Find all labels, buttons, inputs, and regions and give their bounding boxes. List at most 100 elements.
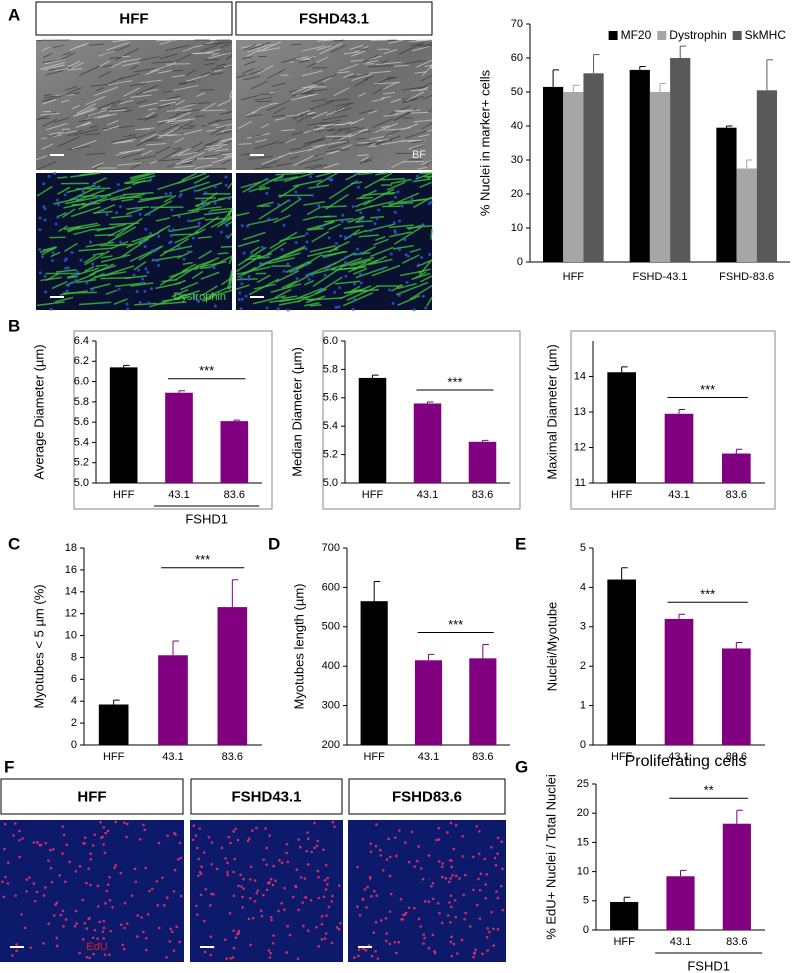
texture xyxy=(330,900,334,903)
y-tick-label: 25 xyxy=(577,778,589,790)
texture xyxy=(378,848,382,852)
texture xyxy=(105,889,109,893)
texture xyxy=(136,116,157,121)
texture xyxy=(143,289,147,293)
texture xyxy=(301,45,326,52)
texture xyxy=(201,204,205,208)
x-tick-label: HFF xyxy=(611,751,633,763)
texture xyxy=(306,206,322,216)
texture xyxy=(213,201,217,205)
texture xyxy=(405,280,409,284)
texture xyxy=(113,866,116,870)
texture xyxy=(496,928,500,931)
legend-swatch xyxy=(608,31,618,40)
texture xyxy=(49,867,53,870)
texture xyxy=(73,924,77,928)
texture xyxy=(274,117,286,121)
texture xyxy=(61,909,65,913)
texture xyxy=(186,73,210,82)
texture xyxy=(66,184,96,194)
texture xyxy=(397,295,421,307)
texture xyxy=(368,255,387,266)
texture xyxy=(119,240,123,244)
texture xyxy=(496,896,500,900)
texture xyxy=(106,883,110,886)
texture xyxy=(247,277,251,281)
texture xyxy=(464,911,467,915)
texture xyxy=(328,181,357,200)
texture xyxy=(157,234,161,238)
texture xyxy=(135,135,159,147)
y-tick-label: 200 xyxy=(322,739,340,751)
significance-label: *** xyxy=(700,382,715,397)
bar xyxy=(413,403,442,483)
texture xyxy=(147,108,158,111)
texture xyxy=(36,39,47,42)
texture xyxy=(192,824,196,828)
texture xyxy=(254,141,279,150)
y-tick-label: 0 xyxy=(71,739,77,751)
texture xyxy=(91,936,95,940)
texture xyxy=(57,186,71,195)
texture xyxy=(171,151,183,158)
texture xyxy=(200,44,219,52)
error-bar xyxy=(725,125,733,128)
texture xyxy=(115,217,143,238)
texture xyxy=(41,99,57,105)
texture xyxy=(47,174,51,178)
texture xyxy=(256,201,274,208)
texture xyxy=(160,148,183,161)
x-tick-label: 83.6 xyxy=(472,489,493,501)
panel-letter: A xyxy=(8,5,20,24)
texture xyxy=(143,828,147,832)
texture xyxy=(209,935,213,939)
bar xyxy=(670,58,691,262)
texture xyxy=(375,172,388,176)
texture xyxy=(388,202,414,206)
texture xyxy=(67,68,83,71)
bar xyxy=(716,127,737,262)
texture xyxy=(142,930,145,934)
texture xyxy=(393,226,422,245)
texture xyxy=(117,287,121,291)
texture xyxy=(105,76,124,86)
texture xyxy=(374,81,401,85)
texture xyxy=(155,301,187,306)
texture xyxy=(359,211,363,215)
texture xyxy=(287,199,291,203)
texture xyxy=(449,877,453,880)
texture xyxy=(335,926,339,929)
texture xyxy=(85,881,88,885)
texture xyxy=(241,56,253,60)
texture xyxy=(383,48,398,55)
y-tick-label: 12 xyxy=(574,441,586,453)
texture xyxy=(297,838,300,841)
texture xyxy=(449,894,453,897)
texture xyxy=(311,98,326,102)
fluorescence-image xyxy=(236,173,432,310)
texture xyxy=(135,131,156,139)
texture xyxy=(47,922,51,925)
texture xyxy=(28,876,31,879)
texture xyxy=(299,57,315,64)
texture xyxy=(397,940,401,944)
texture xyxy=(322,895,326,899)
texture xyxy=(99,194,126,203)
texture xyxy=(277,909,280,913)
texture xyxy=(219,111,232,115)
texture xyxy=(249,254,261,258)
texture xyxy=(372,117,395,128)
texture xyxy=(352,267,368,275)
texture xyxy=(59,913,63,917)
y-tick-label: 4 xyxy=(71,695,77,707)
texture xyxy=(121,55,130,58)
texture xyxy=(500,840,504,844)
texture xyxy=(232,894,236,897)
texture xyxy=(74,272,78,276)
texture xyxy=(214,148,229,152)
texture xyxy=(50,880,54,884)
texture xyxy=(343,225,364,230)
bar xyxy=(98,704,129,745)
texture xyxy=(130,894,134,897)
texture xyxy=(117,189,121,193)
